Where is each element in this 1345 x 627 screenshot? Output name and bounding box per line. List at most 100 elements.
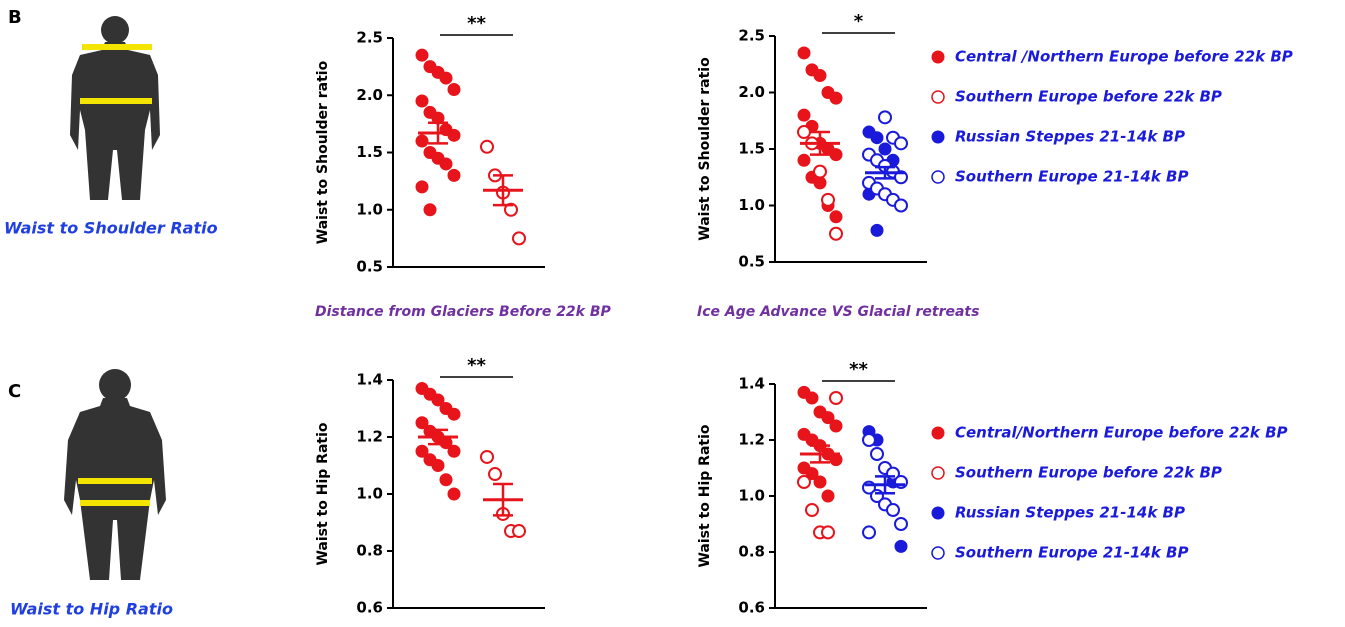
significance-label: ** — [849, 359, 868, 380]
y-tick-label: 1.0 — [738, 196, 765, 214]
data-point — [821, 525, 835, 540]
legend-marker — [931, 170, 945, 184]
body-silhouette — [64, 369, 166, 580]
y-axis-label: Waist to Hip Ratio — [315, 422, 331, 565]
y-tick-label: 0.8 — [356, 542, 383, 560]
data-point — [829, 226, 843, 241]
legend-label: Central /Northern Europe before 22k BP — [955, 48, 1293, 66]
y-tick-label: 1.4 — [356, 371, 383, 389]
legend-marker — [931, 426, 945, 440]
data-point — [512, 231, 526, 246]
data-point — [447, 128, 461, 142]
x-axis-label: Distance from Glaciers Before 22k BP — [315, 304, 612, 320]
data-point — [862, 433, 876, 447]
legend-marker — [931, 506, 945, 520]
data-point — [813, 69, 827, 83]
body-silhouette — [70, 16, 160, 200]
y-tick-label: 1.4 — [738, 375, 765, 393]
y-tick-label: 1.0 — [356, 485, 383, 503]
data-point — [813, 475, 827, 489]
error-bar — [493, 482, 513, 517]
y-tick-label: 0.6 — [738, 599, 765, 617]
y-tick-label: 0.8 — [738, 543, 765, 561]
y-tick-label: 1.2 — [356, 428, 383, 446]
data-point — [447, 168, 461, 182]
data-point — [870, 447, 884, 461]
panel-label: B — [8, 7, 22, 28]
y-tick-label: 0.6 — [356, 599, 383, 617]
data-point — [797, 125, 811, 140]
data-point — [870, 131, 884, 145]
data-point — [447, 407, 461, 421]
significance-label: ** — [467, 13, 486, 34]
legend-label: Russian Steppes 21-14k BP — [955, 504, 1185, 522]
data-point — [894, 198, 908, 213]
figure-caption: Waist to Hip Ratio — [10, 600, 173, 619]
data-point — [439, 473, 453, 487]
figure-caption: Waist to Shoulder Ratio — [4, 219, 218, 238]
error-bar — [493, 174, 513, 207]
data-point — [829, 419, 843, 433]
data-point — [829, 391, 843, 405]
legend-label: Central/Northern Europe before 22k BP — [955, 424, 1288, 442]
y-tick-label: 1.0 — [738, 487, 765, 505]
legend-label: Southern Europe before 22k BP — [955, 464, 1222, 482]
data-point — [813, 164, 827, 179]
y-tick-label: 2.0 — [738, 83, 765, 101]
significance-label: * — [854, 11, 864, 32]
data-point — [829, 91, 843, 105]
panel-label: C — [8, 381, 21, 402]
data-point — [813, 176, 827, 190]
error-bar — [875, 165, 895, 180]
data-point — [423, 203, 437, 217]
data-point — [797, 475, 811, 489]
y-tick-label: 1.5 — [738, 140, 765, 158]
data-point — [447, 487, 461, 501]
data-point — [805, 391, 819, 405]
legend-label: Southern Europe before 22k BP — [955, 88, 1222, 106]
y-tick-label: 0.5 — [356, 258, 383, 276]
data-point — [415, 180, 429, 194]
data-point — [480, 449, 494, 464]
error-bar — [875, 475, 895, 495]
legend-label: Southern Europe 21-14k BP — [955, 168, 1188, 186]
data-point — [821, 411, 835, 425]
error-bar — [810, 444, 830, 464]
data-point — [512, 524, 526, 539]
y-tick-label: 2.5 — [356, 29, 383, 47]
y-tick-label: 1.0 — [356, 200, 383, 218]
data-point — [447, 444, 461, 458]
legend-marker — [931, 50, 945, 64]
error-bar — [810, 130, 830, 156]
y-axis-label: Waist to Shoulder ratio — [315, 60, 331, 244]
legend-marker — [931, 90, 945, 104]
data-point — [480, 139, 494, 154]
data-point — [488, 467, 502, 482]
data-point — [415, 48, 429, 62]
y-tick-label: 2.5 — [738, 27, 765, 45]
data-point — [415, 94, 429, 108]
data-point — [870, 223, 884, 237]
data-point — [415, 444, 429, 458]
data-point — [439, 71, 453, 85]
data-point — [821, 192, 835, 207]
legend-marker — [931, 466, 945, 480]
data-point — [878, 110, 892, 125]
data-point — [431, 459, 445, 472]
legend-marker — [931, 546, 945, 560]
data-point — [805, 467, 819, 481]
data-point — [797, 153, 811, 167]
y-tick-label: 0.5 — [738, 253, 765, 271]
y-tick-label: 2.0 — [356, 86, 383, 104]
data-point — [439, 157, 453, 171]
significance-label: ** — [467, 355, 486, 376]
data-point — [829, 148, 843, 162]
x-axis-label: Ice Age Advance VS Glacial retreats — [697, 304, 979, 320]
data-point — [797, 108, 811, 122]
data-point — [431, 393, 445, 407]
data-point — [447, 83, 461, 97]
data-point — [894, 136, 908, 151]
data-point — [829, 210, 843, 224]
data-point — [878, 142, 892, 156]
